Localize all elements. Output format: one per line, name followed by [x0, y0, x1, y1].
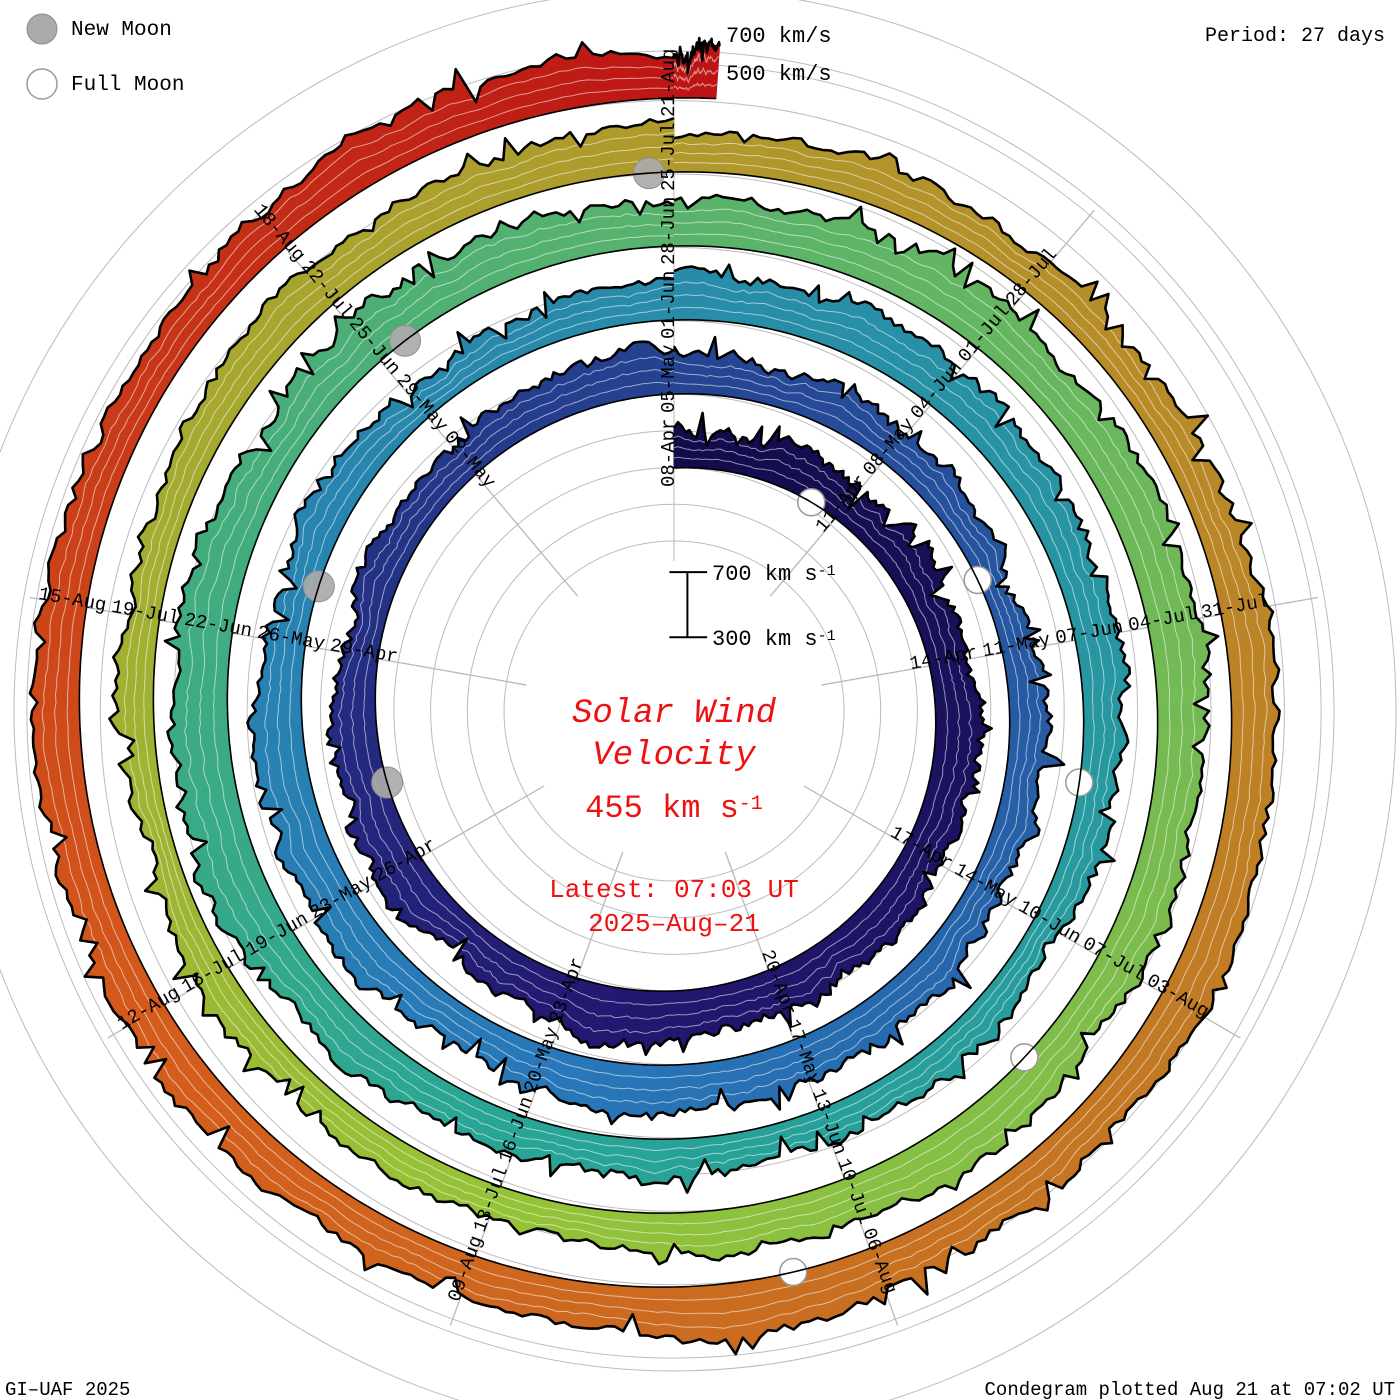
svg-text:Condegram plotted Aug 21 at 07: Condegram plotted Aug 21 at 07:02 UT	[985, 1379, 1395, 1400]
svg-text:28-Jun: 28-Jun	[658, 197, 680, 265]
svg-text:21-Aug: 21-Aug	[658, 49, 680, 117]
svg-text:GI–UAF 2025: GI–UAF 2025	[5, 1379, 130, 1400]
svg-text:Period: 27 days: Period: 27 days	[1205, 25, 1385, 48]
svg-text:Velocity: Velocity	[592, 737, 757, 775]
svg-text:500 km/s: 500 km/s	[726, 62, 832, 87]
svg-text:05-May: 05-May	[658, 345, 680, 413]
svg-text:Solar Wind: Solar Wind	[572, 695, 777, 733]
svg-text:25-Jul: 25-Jul	[658, 123, 680, 191]
svg-text:455 km s-1: 455 km s-1	[585, 790, 763, 827]
svg-text:300 km s-1: 300 km s-1	[712, 627, 836, 652]
svg-text:08-Apr: 08-Apr	[658, 419, 680, 487]
svg-text:Latest: 07:03 UT: Latest: 07:03 UT	[549, 875, 799, 905]
svg-text:New Moon: New Moon	[71, 19, 172, 42]
svg-text:Full Moon: Full Moon	[71, 74, 184, 97]
svg-text:700 km s-1: 700 km s-1	[712, 562, 836, 587]
svg-text:2025–Aug–21: 2025–Aug–21	[588, 909, 760, 939]
svg-text:01-Jun: 01-Jun	[658, 271, 680, 339]
svg-text:700 km/s: 700 km/s	[726, 24, 832, 49]
